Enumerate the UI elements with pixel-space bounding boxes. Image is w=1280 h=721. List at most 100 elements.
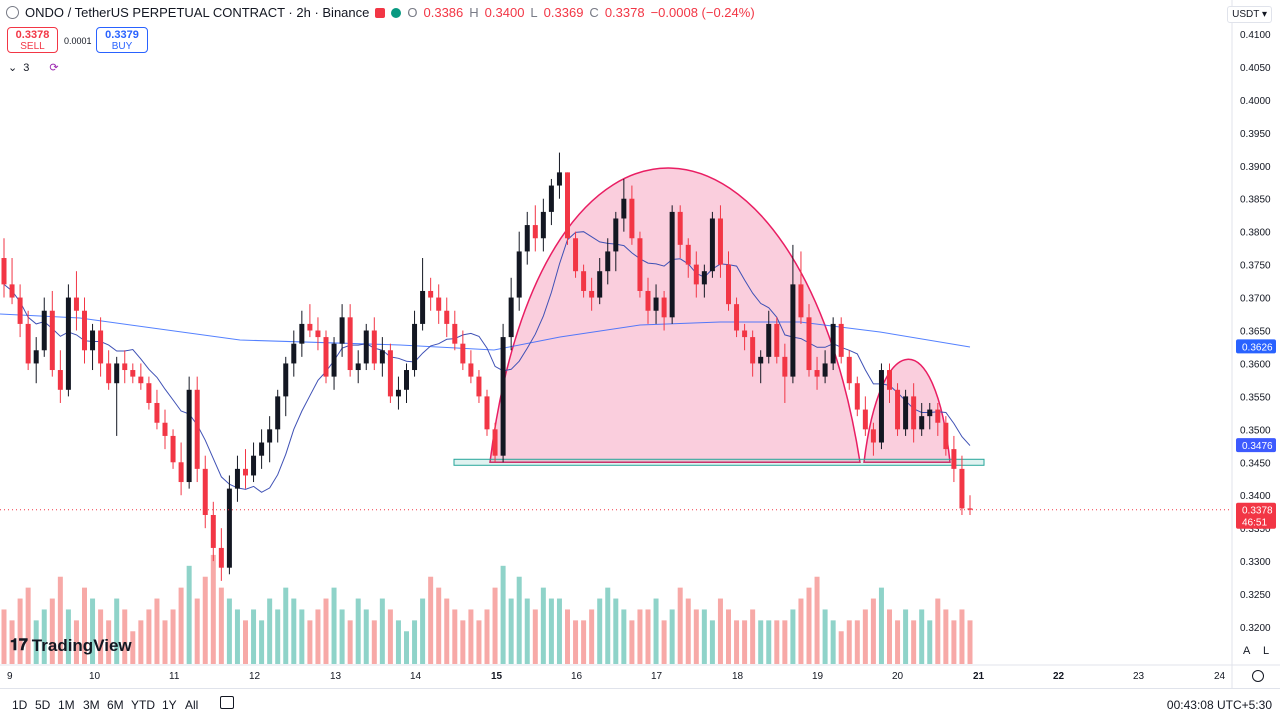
candle-body[interactable] (65, 297, 71, 390)
range-1m[interactable]: 1M (58, 698, 75, 712)
candle-body[interactable] (653, 297, 659, 311)
candle-body[interactable] (251, 455, 257, 476)
candle-body[interactable] (299, 323, 305, 344)
candle-body[interactable] (887, 370, 892, 390)
candle-body[interactable] (9, 284, 15, 298)
candle-body[interactable] (637, 238, 643, 291)
candle-body[interactable] (371, 330, 377, 364)
candle-body[interactable] (41, 310, 47, 351)
candle-body[interactable] (420, 290, 426, 324)
utc-clock[interactable]: 00:43:08 UTC+5:30 (1166, 698, 1272, 712)
candle-body[interactable] (750, 337, 756, 364)
candle-body[interactable] (428, 290, 434, 298)
candle-body[interactable] (194, 389, 200, 469)
candle-body[interactable] (677, 211, 683, 245)
candle-body[interactable] (379, 350, 385, 364)
candle-body[interactable] (259, 442, 265, 456)
range-1d[interactable]: 1D (12, 698, 28, 712)
candle-body[interactable] (508, 297, 514, 338)
candle-body[interactable] (540, 211, 546, 239)
candle-body[interactable] (862, 409, 868, 430)
candle-body[interactable] (822, 363, 828, 377)
candle-body[interactable] (33, 350, 39, 364)
candle-body[interactable] (734, 304, 740, 331)
candle-body[interactable] (170, 435, 176, 463)
candle-body[interactable] (500, 337, 506, 456)
candle-body[interactable] (798, 284, 804, 318)
candle-body[interactable] (323, 337, 329, 377)
candle-body[interactable] (1, 258, 7, 285)
price-chart[interactable]: 0.4100 0.4050 0.4000 0.3950 0.3900 0.3850 0.38… (0, 0, 1280, 688)
candle-body[interactable] (685, 244, 691, 265)
candle-body[interactable] (693, 264, 699, 285)
candle-body[interactable] (516, 251, 522, 298)
candle-body[interactable] (524, 225, 530, 252)
auto-scale-button[interactable]: A (1243, 645, 1251, 657)
candle-body[interactable] (73, 297, 79, 311)
candle-body[interactable] (597, 271, 603, 298)
candle-body[interactable] (162, 422, 168, 436)
candle-body[interactable] (178, 462, 184, 483)
symbol-title[interactable]: ONDO / TetherUS PERPETUAL CONTRACT · 2h … (25, 5, 370, 20)
calendar-icon[interactable] (220, 696, 234, 709)
candle-body[interactable] (82, 310, 87, 351)
candle-body[interactable] (114, 363, 120, 384)
candle-body[interactable] (90, 330, 96, 351)
rounded-top-pattern[interactable] (489, 167, 861, 464)
buy-button[interactable]: 0.3379 BUY (96, 27, 148, 53)
candle-body[interactable] (25, 323, 31, 364)
candle-body[interactable] (573, 238, 579, 272)
candle-body[interactable] (476, 376, 482, 397)
range-all[interactable]: All (185, 698, 199, 712)
candle-body[interactable] (363, 330, 369, 364)
candle-body[interactable] (452, 323, 458, 344)
candle-body[interactable] (98, 330, 104, 364)
candle-body[interactable] (629, 198, 635, 239)
candle-body[interactable] (903, 396, 909, 430)
candle-body[interactable] (283, 363, 289, 397)
candle-body[interactable] (959, 468, 965, 509)
settings-gear-icon[interactable] (1252, 670, 1264, 682)
candle-body[interactable] (935, 409, 941, 423)
candle-body[interactable] (742, 330, 748, 338)
candle-body[interactable] (621, 198, 627, 219)
candle-body[interactable] (532, 225, 538, 239)
indicators-toggle[interactable]: ⌄ 3 ⟳ (8, 61, 59, 75)
candle-body[interactable] (830, 323, 836, 364)
refresh-icon[interactable]: ⟳ (49, 62, 59, 74)
candle-body[interactable] (661, 297, 667, 318)
candle-body[interactable] (436, 297, 442, 311)
candle-body[interactable] (669, 211, 675, 318)
candle-body[interactable] (774, 323, 780, 357)
candle-body[interactable] (943, 422, 949, 450)
candle-body[interactable] (17, 297, 23, 324)
neckline-zone[interactable] (453, 458, 985, 466)
range-ytd[interactable]: YTD (131, 698, 155, 712)
candle-body[interactable] (726, 264, 731, 305)
candle-body[interactable] (758, 356, 764, 364)
candle-body[interactable] (106, 363, 112, 384)
candle-body[interactable] (444, 310, 450, 324)
candle-body[interactable] (709, 218, 715, 272)
candle-body[interactable] (806, 317, 812, 371)
candle-body[interactable] (404, 370, 409, 390)
candle-body[interactable] (122, 363, 128, 371)
candle-body[interactable] (226, 488, 232, 568)
candle-body[interactable] (717, 218, 723, 265)
candle-body[interactable] (267, 429, 273, 443)
candle-body[interactable] (57, 370, 63, 390)
candle-body[interactable] (130, 370, 136, 377)
candle-body[interactable] (460, 343, 466, 364)
range-5d[interactable]: 5D (35, 698, 51, 712)
sell-button[interactable]: 0.3378 SELL (7, 27, 58, 53)
candle-body[interactable] (492, 429, 498, 456)
candle-body[interactable] (484, 396, 490, 430)
candle-body[interactable] (605, 251, 611, 272)
candle-body[interactable] (790, 284, 796, 377)
candle-body[interactable] (154, 402, 160, 423)
candle-body[interactable] (275, 396, 281, 430)
candle-body[interactable] (548, 185, 554, 212)
candle-body[interactable] (412, 323, 418, 371)
candle-body[interactable] (911, 396, 917, 430)
log-scale-button[interactable]: L (1263, 645, 1270, 657)
